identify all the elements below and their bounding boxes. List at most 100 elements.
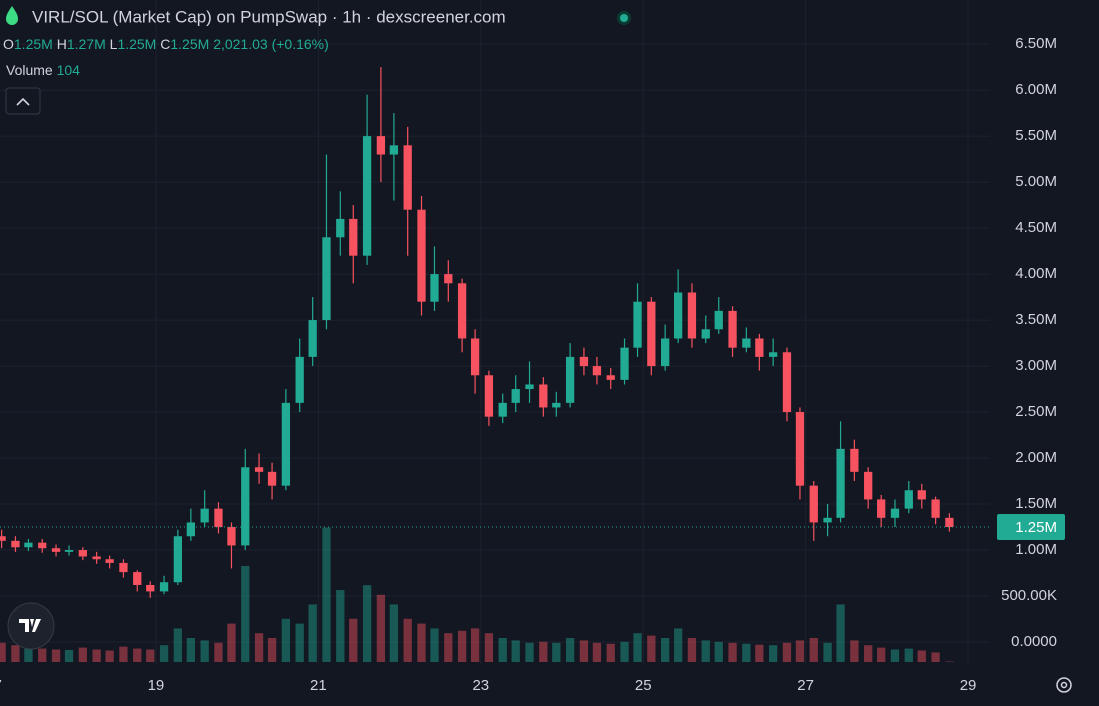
- volume-bar: [607, 644, 615, 662]
- candle-body: [430, 274, 438, 302]
- volume-bar: [38, 649, 46, 662]
- volume-bar: [796, 640, 804, 662]
- candle-body: [769, 352, 777, 357]
- volume-bar: [201, 640, 209, 662]
- o-label: O: [3, 36, 14, 52]
- volume-label: Volume: [6, 62, 53, 78]
- volume-bar: [783, 643, 791, 662]
- volume-bar: [566, 638, 574, 662]
- status-dot: [620, 14, 628, 22]
- volume-bar: [11, 645, 19, 662]
- candle-body: [336, 219, 344, 237]
- volume-bar: [620, 642, 628, 662]
- candle-body: [471, 338, 479, 375]
- candle-body: [79, 550, 87, 556]
- volume-bar: [93, 650, 101, 662]
- volume-legend: Volume 104: [6, 62, 80, 78]
- volume-bar: [187, 638, 195, 662]
- volume-bar: [499, 638, 507, 662]
- volume-bar: [836, 604, 844, 662]
- candle-body: [0, 536, 6, 541]
- candle-body: [417, 210, 425, 302]
- volume-bar: [891, 650, 899, 662]
- y-tick-label: 0.0000: [1011, 633, 1057, 650]
- candle-body: [566, 357, 574, 403]
- candle-body: [823, 518, 831, 523]
- candle-body: [552, 403, 560, 408]
- y-tick-label: 5.00M: [1015, 173, 1057, 190]
- candle-body: [620, 348, 628, 380]
- volume-bar: [580, 640, 588, 662]
- volume-bar: [363, 585, 371, 662]
- x-tick-label: 19: [148, 677, 165, 694]
- y-tick-label: 4.00M: [1015, 265, 1057, 282]
- x-tick-label: 29: [960, 677, 977, 694]
- volume-bar: [931, 652, 939, 662]
- l-label: L: [110, 36, 118, 52]
- volume-bar: [485, 633, 493, 662]
- o-value: 1.25M: [14, 36, 53, 52]
- candle-body: [322, 237, 330, 320]
- y-tick-label: 3.00M: [1015, 357, 1057, 374]
- c-value: 1.25M: [170, 36, 209, 52]
- volume-bar: [417, 624, 425, 662]
- volume-bar: [552, 643, 560, 662]
- candle-body: [539, 384, 547, 407]
- last-price-label: 1.25M: [1015, 519, 1057, 536]
- y-tick-label: 6.50M: [1015, 35, 1057, 52]
- candle-body: [187, 522, 195, 536]
- candle-body: [512, 389, 520, 403]
- y-tick-label: 1.50M: [1015, 495, 1057, 512]
- volume-bar: [918, 650, 926, 662]
- x-tick-label: 21: [310, 677, 327, 694]
- volume-bar: [174, 628, 182, 662]
- candle-body: [390, 145, 398, 154]
- volume-bar: [728, 643, 736, 662]
- change: 2,021.03: [213, 36, 268, 52]
- candle-body: [647, 302, 655, 366]
- volume-bar: [214, 643, 222, 662]
- candle-body: [499, 403, 507, 417]
- candle-body: [661, 338, 669, 366]
- volume-bar: [458, 631, 466, 662]
- candle-body: [905, 490, 913, 508]
- candle-body: [931, 499, 939, 517]
- candle-body: [783, 352, 791, 412]
- volume-bar: [349, 619, 357, 662]
- candle-body: [702, 329, 710, 338]
- volume-bar: [755, 645, 763, 662]
- legend-ohlc: O1.25M H1.27M L1.25M C1.25M 2,021.03 (+0…: [3, 36, 329, 52]
- candle-body: [891, 509, 899, 518]
- volume-bar: [79, 648, 87, 662]
- candle-body: [160, 582, 168, 591]
- candle-body: [52, 548, 60, 552]
- volume-bar: [593, 643, 601, 662]
- volume-bar: [322, 528, 330, 662]
- y-tick-label: 6.00M: [1015, 81, 1057, 98]
- volume-bar: [105, 650, 113, 662]
- candle-body: [11, 541, 19, 547]
- volume-bar: [539, 642, 547, 662]
- volume-bar: [255, 633, 263, 662]
- candle-body: [363, 136, 371, 256]
- tv-logo[interactable]: [8, 603, 54, 649]
- volume-bar: [146, 650, 154, 662]
- volume-bar: [336, 590, 344, 662]
- candle-body: [349, 219, 357, 256]
- candle-body: [119, 563, 127, 572]
- volume-bar: [905, 649, 913, 662]
- volume-bar: [268, 638, 276, 662]
- volume-bar: [471, 628, 479, 662]
- candle-body: [309, 320, 317, 357]
- volume-bar: [241, 566, 249, 662]
- volume-bar: [227, 624, 235, 662]
- volume-bar: [661, 638, 669, 662]
- collapse-button[interactable]: [6, 88, 40, 114]
- candle-body: [296, 357, 304, 403]
- candle-body: [38, 543, 46, 549]
- volume-bar: [160, 645, 168, 662]
- candle-body: [850, 449, 858, 472]
- candle-body: [377, 136, 385, 154]
- x-tick-label: 25: [635, 677, 652, 694]
